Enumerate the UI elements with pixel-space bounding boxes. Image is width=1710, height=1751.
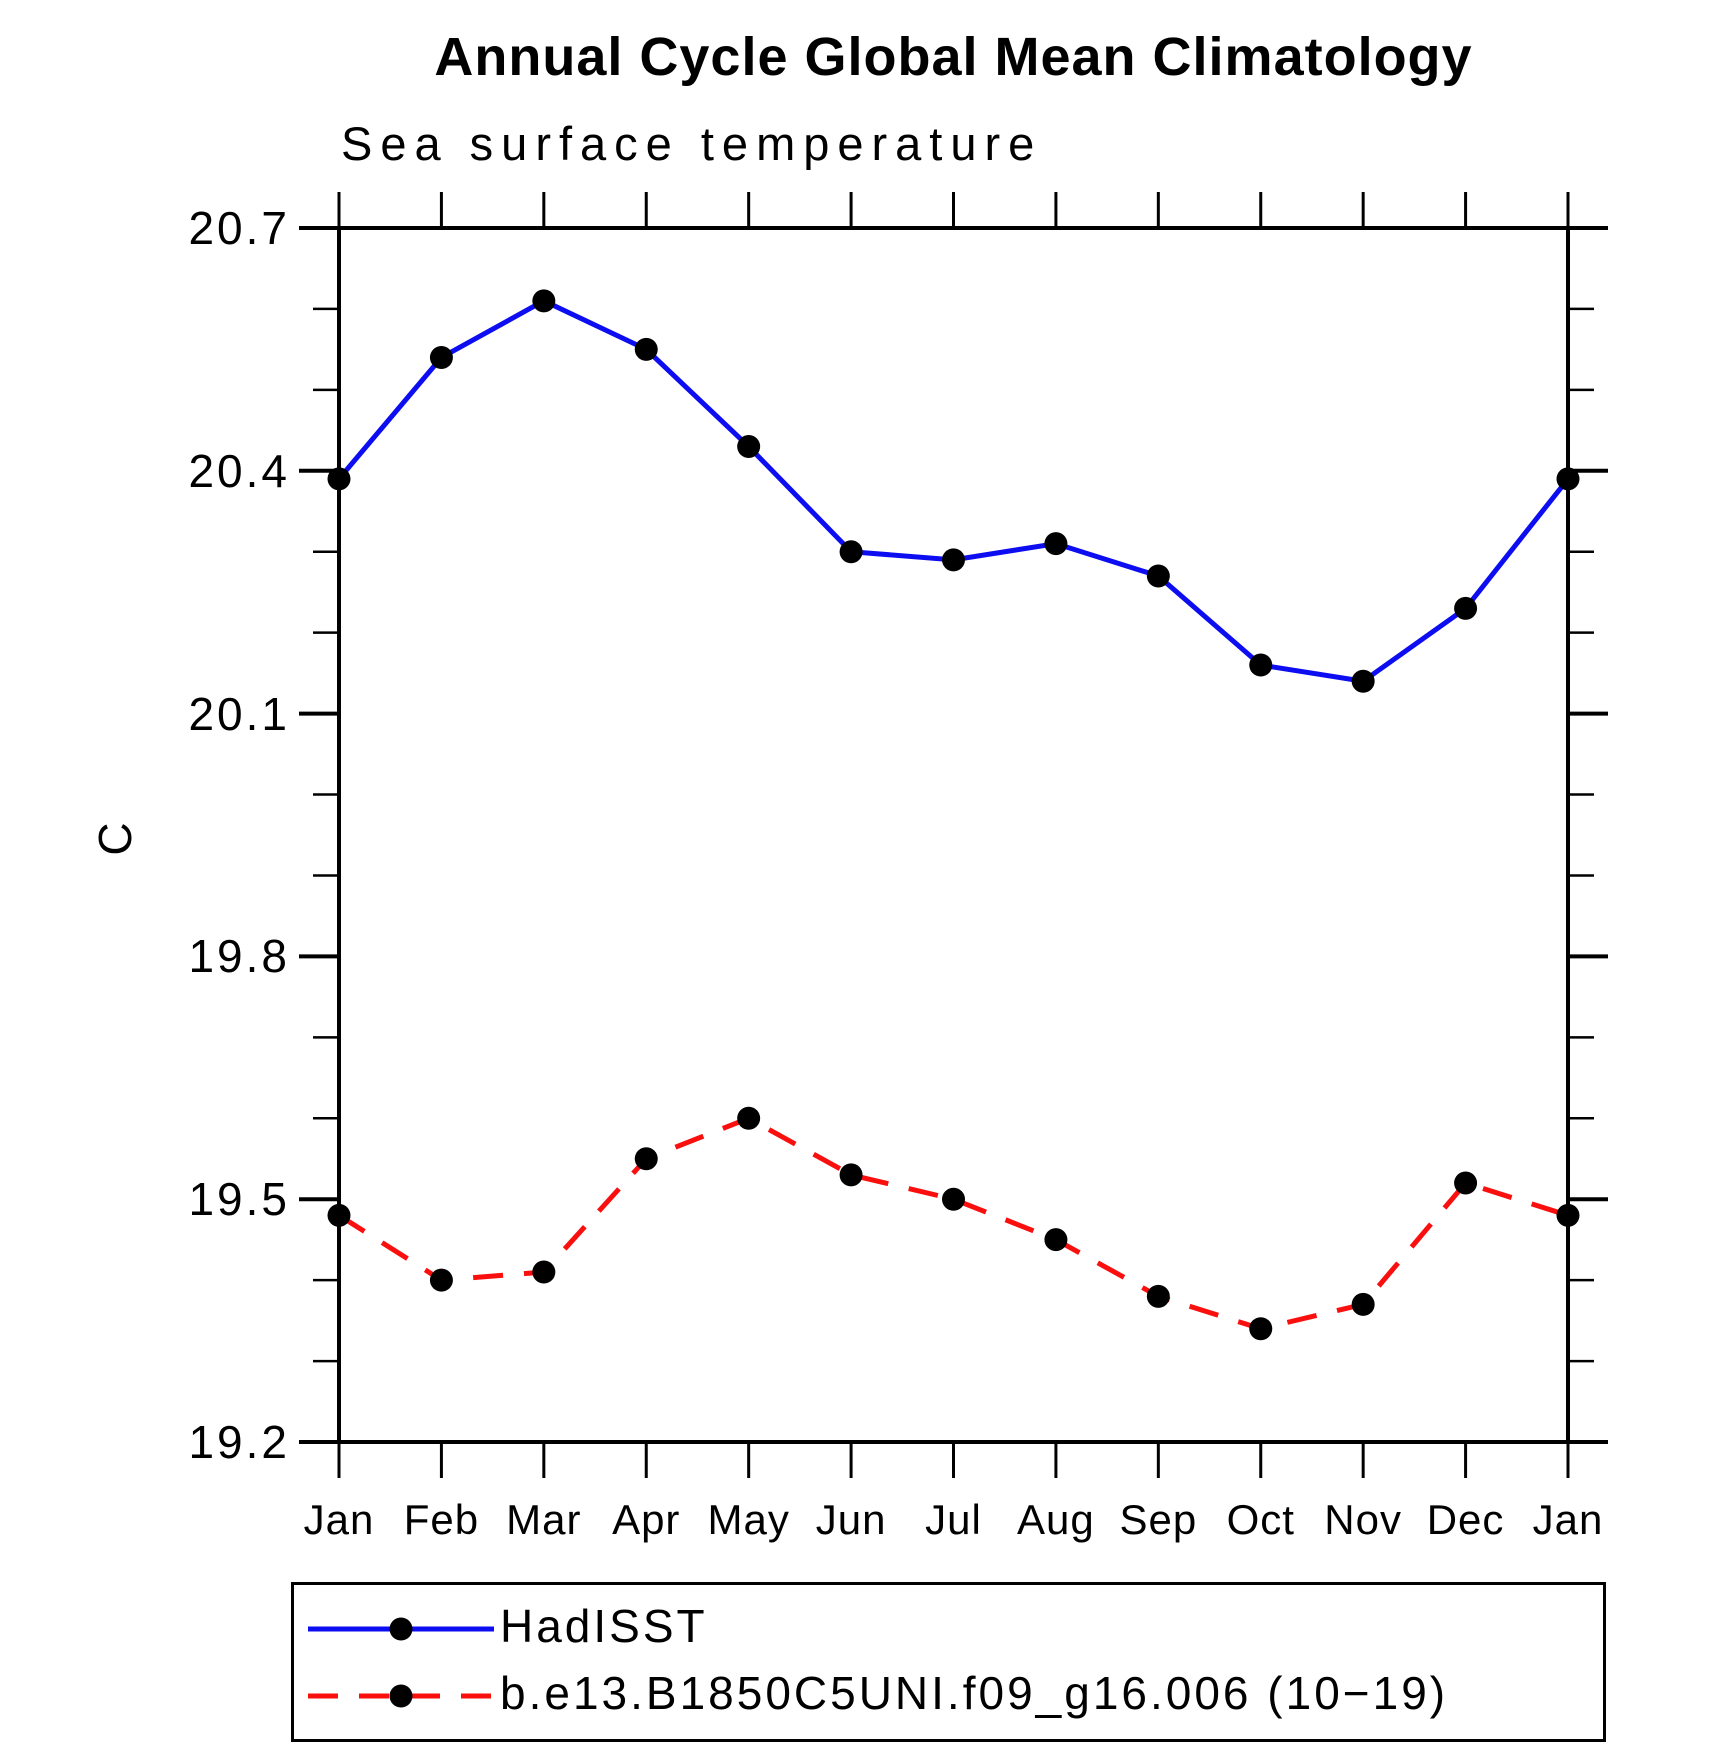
y-tick-label: 19.8 xyxy=(188,930,290,983)
chart-title: Annual Cycle Global Mean Climatology xyxy=(434,27,1473,87)
y-tick-label: 20.7 xyxy=(188,202,290,254)
x-tick-label: Oct xyxy=(1226,1496,1295,1543)
chart-subtitle: Sea surface temperature xyxy=(341,117,1043,170)
legend-line-solid-icon xyxy=(308,1617,494,1641)
legend-line-dashed-icon xyxy=(308,1684,494,1708)
x-tick-label: Jan xyxy=(303,1496,375,1543)
x-tick-label: Aug xyxy=(1017,1496,1095,1543)
x-tick-label: Dec xyxy=(1426,1496,1505,1543)
y-tick-label: 20.4 xyxy=(188,444,290,497)
x-tick-label: Mar xyxy=(506,1496,582,1543)
legend-entry-model: b.e13.B1850C5UNI.f09_g16.006 (10−19) xyxy=(294,1667,1603,1719)
x-tick-label: Sep xyxy=(1119,1496,1198,1543)
x-tick-label: May xyxy=(707,1496,790,1543)
x-tick-label: Jun xyxy=(815,1496,887,1543)
legend-label: b.e13.B1850C5UNI.f09_g16.006 (10−19) xyxy=(500,1667,1449,1719)
x-tick-label: Jan xyxy=(1532,1496,1604,1543)
y-tick-label: 19.2 xyxy=(188,1416,290,1468)
legend-entry-hadisst: HadISST xyxy=(294,1600,1603,1652)
y-tick-label: 20.1 xyxy=(188,687,290,740)
y-tick-label: 19.5 xyxy=(188,1173,290,1226)
x-tick-label: Feb xyxy=(403,1496,480,1543)
x-tick-label: Jul xyxy=(925,1496,982,1543)
x-tick-label: Nov xyxy=(1324,1496,1402,1543)
chart-legend: HadISST b.e13.B1850C5UNI.f09_g16.006 (10… xyxy=(291,1582,1606,1742)
x-tick-label: Apr xyxy=(612,1496,681,1543)
legend-label: HadISST xyxy=(500,1600,708,1652)
